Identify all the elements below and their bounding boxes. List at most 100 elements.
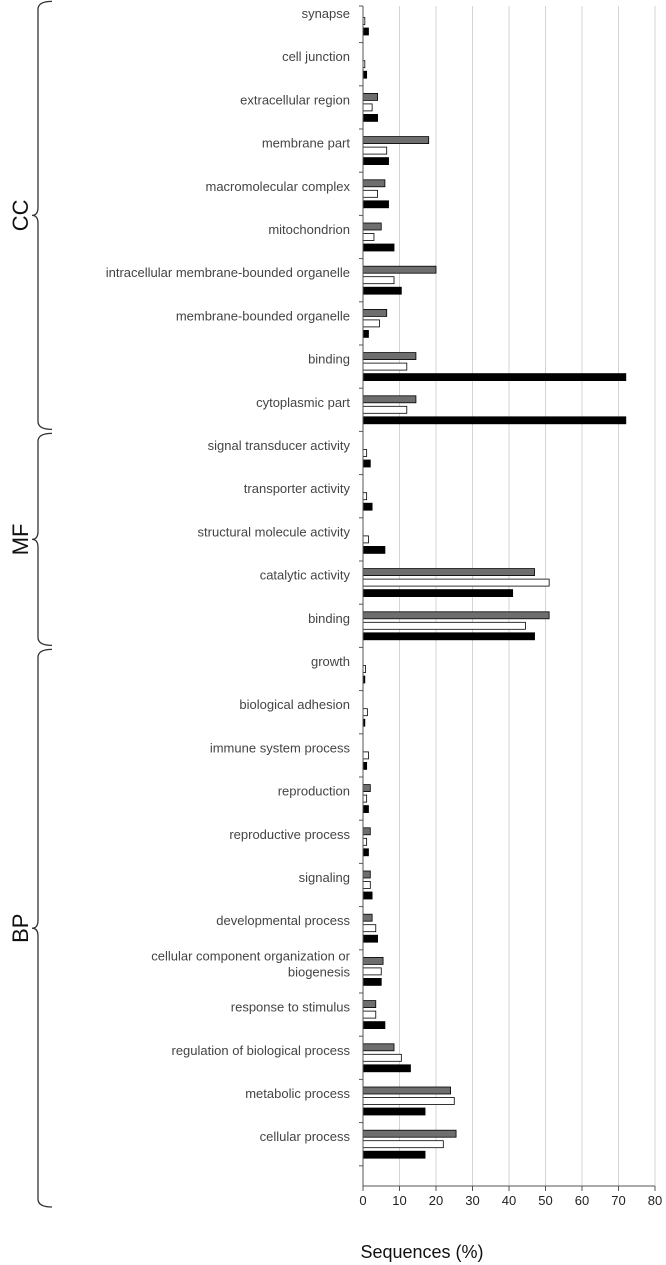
category-label: transporter activity	[244, 481, 351, 496]
bar	[362, 329, 369, 338]
group-bracket	[31, 432, 53, 647]
group-label: MF	[8, 524, 33, 556]
bar	[362, 308, 388, 317]
bar	[362, 708, 368, 717]
bar	[362, 286, 402, 295]
bar	[362, 449, 368, 457]
bar	[362, 1140, 444, 1149]
bar	[362, 1010, 377, 1019]
x-tick-label: 20	[429, 1193, 443, 1208]
bar	[362, 502, 373, 511]
bar	[362, 784, 371, 792]
bar	[362, 93, 379, 101]
bar	[362, 957, 384, 965]
bar	[362, 1053, 402, 1062]
bar	[362, 978, 382, 986]
category-label: developmental process	[216, 913, 350, 928]
bar	[362, 827, 371, 836]
bar	[362, 362, 408, 371]
category-label: catalytic activity	[260, 568, 351, 583]
bar	[362, 1043, 395, 1052]
category-label: binding	[308, 352, 350, 367]
category-label: macromolecular complex	[206, 179, 351, 194]
bar	[362, 352, 417, 361]
bar	[362, 589, 514, 597]
category-label: response to stimulus	[231, 1000, 351, 1015]
bar	[362, 265, 437, 274]
category-label: metabolic process	[245, 1086, 350, 1101]
group-brackets: CC MF BP	[8, 0, 53, 1208]
bar	[362, 27, 369, 36]
bar	[362, 1107, 426, 1116]
x-axis-title: Sequences (%)	[360, 1242, 483, 1262]
bar	[362, 405, 408, 414]
bar	[362, 913, 373, 922]
category-label: membrane part	[262, 136, 351, 151]
category-label: signaling	[299, 870, 350, 885]
bar	[362, 157, 389, 166]
bar	[362, 535, 369, 544]
x-tick-label: 10	[392, 1193, 406, 1208]
category-label: cell junction	[282, 49, 350, 64]
bar	[362, 611, 550, 620]
x-tick-label: 60	[575, 1193, 589, 1208]
x-tick-label: 30	[465, 1193, 479, 1208]
x-tick-label: 70	[611, 1193, 625, 1208]
bar	[362, 1086, 451, 1095]
bar	[362, 1097, 455, 1105]
bar	[362, 967, 382, 976]
bar	[362, 621, 526, 630]
bar	[362, 416, 627, 425]
category-label: binding	[308, 611, 350, 626]
x-tick-label: 40	[502, 1193, 516, 1208]
bar	[362, 751, 369, 760]
category-label: regulation of biological process	[172, 1043, 351, 1058]
category-label: cellular component organization or biogen…	[151, 948, 350, 979]
category-label: cellular process	[260, 1129, 351, 1144]
bar	[362, 891, 373, 900]
bar	[362, 1021, 386, 1029]
category-label: synapse	[302, 6, 350, 21]
bar	[362, 924, 377, 933]
bar	[362, 805, 369, 813]
bar	[362, 762, 368, 770]
category-label: reproduction	[278, 784, 350, 799]
bar	[362, 1129, 457, 1138]
bar	[362, 276, 395, 285]
category-label: biological adhesion	[239, 697, 350, 712]
category-label: signal transducer activity	[208, 438, 351, 453]
group-bracket	[31, 648, 53, 1208]
bars	[362, 17, 627, 1159]
category-label: extracellular region	[240, 92, 350, 107]
x-tick-label: 50	[538, 1193, 552, 1208]
bar	[362, 222, 382, 231]
bar	[362, 1064, 411, 1073]
bar	[362, 881, 371, 889]
axes: 0 10 20 30 40 50 60 70 80	[359, 5, 662, 1208]
bar	[362, 546, 386, 554]
group-label: CC	[8, 199, 33, 231]
bar	[362, 1150, 426, 1159]
bar	[362, 794, 368, 803]
group-label: BP	[8, 914, 33, 943]
bar	[362, 373, 627, 382]
x-tick-label: 0	[359, 1193, 366, 1208]
bar	[362, 934, 379, 943]
bar	[362, 243, 395, 252]
bar	[362, 179, 386, 188]
category-label: mitochondrion	[268, 222, 350, 237]
bar	[362, 578, 550, 587]
bar	[362, 70, 368, 79]
bar	[362, 632, 535, 641]
bar	[362, 870, 371, 879]
bar	[362, 146, 388, 155]
bar	[362, 319, 380, 328]
bar	[362, 1000, 377, 1008]
category-label: immune system process	[210, 740, 351, 755]
category-label: reproductive process	[229, 827, 350, 842]
bar	[362, 568, 535, 576]
bar	[362, 837, 368, 846]
category-label: cytoplasmic part	[256, 395, 350, 410]
category-label: intracellular membrane-bounded organelle	[106, 265, 350, 280]
